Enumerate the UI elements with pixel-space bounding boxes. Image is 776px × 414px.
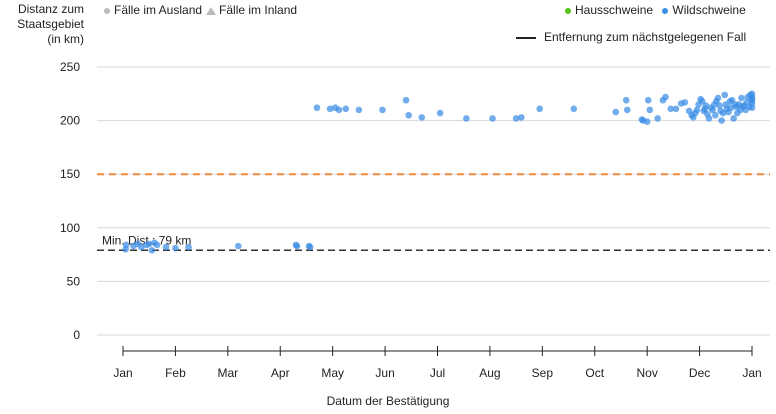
data-point-wildschweine bbox=[712, 111, 719, 119]
legend-label-abroad: Fälle im Ausland bbox=[114, 3, 203, 17]
data-point-wildschweine bbox=[681, 99, 689, 106]
data-point-wildschweine bbox=[702, 102, 710, 109]
triangle-marker-icon bbox=[206, 6, 217, 15]
x-axis-title: Datum der Bestätigung bbox=[326, 394, 450, 408]
x-tick-label: Jul bbox=[430, 366, 445, 380]
data-point-wildschweine bbox=[235, 242, 242, 250]
data-point-wildschweine bbox=[342, 105, 350, 113]
x-tick-label: Apr bbox=[271, 366, 290, 380]
y-tick-label: 100 bbox=[60, 221, 80, 235]
y-axis-title-line-1: Distanz zum bbox=[17, 2, 84, 16]
line-legend: Entfernung zum nächstgelegenen Fall bbox=[516, 29, 746, 45]
data-point-wildschweine bbox=[172, 244, 179, 252]
hausschweine-marker-icon bbox=[565, 7, 571, 14]
data-point-wildschweine bbox=[672, 105, 680, 113]
data-point-wildschweine bbox=[721, 91, 729, 99]
data-point-wildschweine bbox=[489, 115, 496, 122]
x-tick-label: Jun bbox=[375, 366, 394, 380]
y-axis-title: Distanz zum Staatsgebiet (in km) bbox=[4, 2, 84, 47]
data-point-wildschweine bbox=[698, 98, 706, 105]
data-point-wildschweine bbox=[646, 106, 654, 114]
data-point-wildschweine bbox=[335, 106, 343, 114]
data-point-wildschweine bbox=[644, 96, 652, 104]
legend-label-domestic: Fälle im Inland bbox=[219, 3, 298, 17]
data-point-wildschweine bbox=[512, 115, 520, 122]
x-tick-label: Mar bbox=[217, 366, 238, 380]
wildschweine-marker-icon bbox=[662, 7, 669, 14]
data-point-wildschweine bbox=[145, 240, 153, 248]
data-point-wildschweine bbox=[418, 114, 426, 121]
data-point-wildschweine bbox=[355, 106, 363, 114]
data-point-wildschweine bbox=[654, 115, 661, 122]
data-point-wildschweine bbox=[662, 93, 669, 101]
data-point-wildschweine bbox=[138, 243, 145, 251]
data-point-wildschweine bbox=[719, 109, 727, 117]
x-tick-label: Nov bbox=[636, 366, 657, 380]
data-point-wildschweine bbox=[536, 105, 544, 113]
color-legend: Hausschweine Wildschweine bbox=[565, 2, 746, 18]
x-tick-label: Feb bbox=[165, 366, 186, 380]
data-point-wildschweine bbox=[748, 95, 756, 103]
data-point-wildschweine bbox=[185, 243, 192, 251]
x-tick-label: Oct bbox=[585, 366, 604, 380]
data-point-wildschweine bbox=[716, 102, 723, 109]
data-point-wildschweine bbox=[436, 109, 444, 117]
x-tick-label: May bbox=[321, 366, 344, 380]
data-point-wildschweine bbox=[326, 105, 334, 113]
data-point-wildschweine bbox=[705, 115, 713, 122]
data-point-wildschweine bbox=[379, 106, 386, 114]
data-point-wildschweine bbox=[148, 247, 156, 254]
y-tick-label: 150 bbox=[60, 167, 80, 181]
data-point-wildschweine bbox=[709, 106, 716, 114]
data-point-wildschweine bbox=[402, 96, 410, 104]
legend-label-wildschweine: Wildschweine bbox=[672, 3, 746, 17]
y-axis-title-line-3: (in km) bbox=[47, 32, 84, 46]
x-tick-label: Sep bbox=[532, 366, 554, 380]
x-tick-label: Jan bbox=[113, 366, 132, 380]
data-point-wildschweine bbox=[718, 117, 725, 124]
data-point-wildschweine bbox=[122, 241, 130, 249]
shape-legend: Fälle im Ausland Fälle im Inland bbox=[104, 2, 297, 18]
data-point-wildschweine bbox=[570, 105, 578, 113]
data-point-wildschweine bbox=[293, 242, 301, 250]
data-point-wildschweine bbox=[153, 241, 161, 249]
circle-marker-icon bbox=[104, 7, 110, 14]
x-tick-label: Jan bbox=[742, 366, 761, 380]
y-axis-title-line-2: Staatsgebiet bbox=[17, 17, 84, 31]
data-point-wildschweine bbox=[714, 94, 722, 102]
x-tick-label: Dec bbox=[689, 366, 710, 380]
data-point-wildschweine bbox=[463, 115, 470, 122]
line-swatch-icon bbox=[516, 36, 536, 39]
data-point-wildschweine bbox=[622, 96, 630, 104]
data-point-wildschweine bbox=[693, 106, 701, 114]
data-point-wildschweine bbox=[738, 94, 745, 102]
data-point-wildschweine bbox=[162, 243, 170, 251]
data-point-wildschweine bbox=[313, 104, 321, 112]
legend-label-distance-line: Entfernung zum nächstgelegenen Fall bbox=[544, 30, 747, 44]
x-tick-label: Aug bbox=[479, 366, 500, 380]
data-point-wildschweine bbox=[643, 118, 651, 125]
data-point-wildschweine bbox=[730, 115, 737, 122]
data-point-wildschweine bbox=[612, 108, 620, 116]
y-tick-label: 250 bbox=[60, 60, 80, 74]
legend-label-hausschweine: Hausschweine bbox=[575, 3, 654, 17]
y-tick-label: 200 bbox=[60, 114, 80, 128]
data-point-wildschweine bbox=[306, 243, 314, 251]
y-tick-label: 0 bbox=[73, 328, 80, 342]
data-point-wildschweine bbox=[405, 111, 412, 119]
data-point-wildschweine bbox=[518, 114, 525, 121]
data-point-wildschweine bbox=[623, 106, 631, 114]
y-tick-label: 50 bbox=[67, 274, 81, 288]
data-point-wildschweine bbox=[667, 105, 675, 113]
